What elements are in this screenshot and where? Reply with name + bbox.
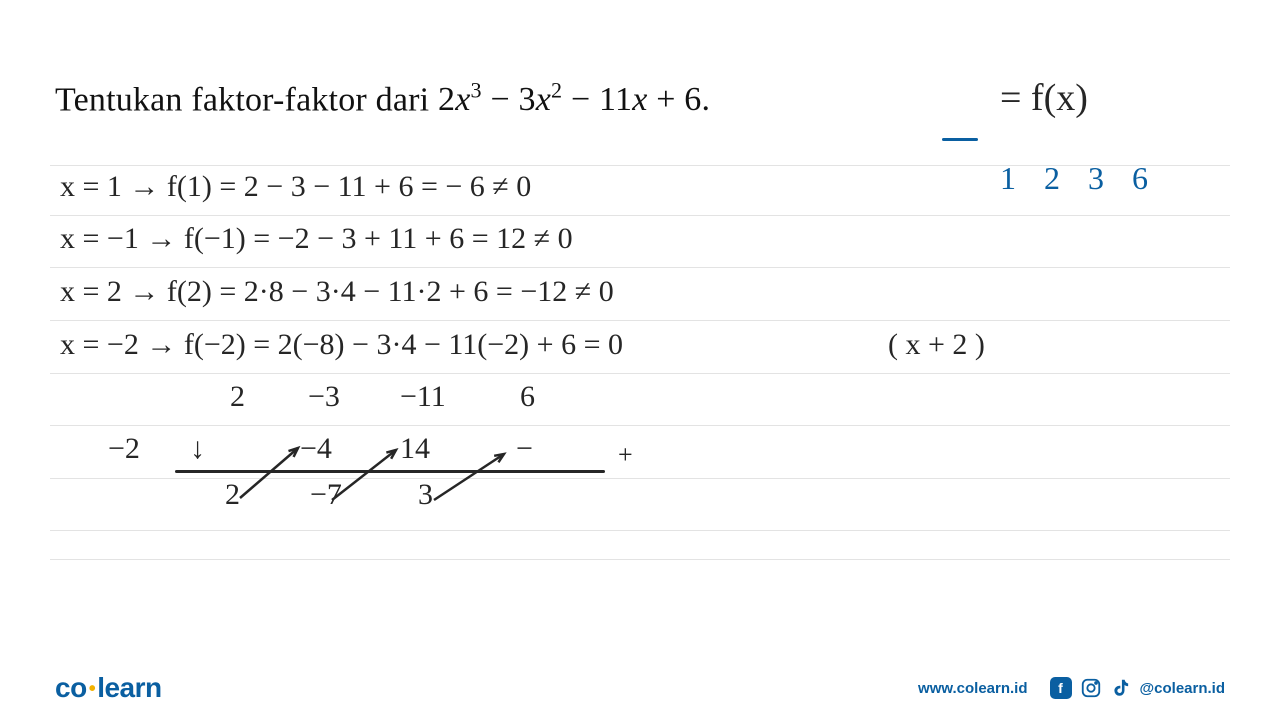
syn-cell: −7 [310,478,342,512]
cand-1: 1 [1000,160,1026,196]
social-icons: f @colearn.id [1050,677,1225,699]
syn-cell: 2 [230,380,245,414]
cand-6: 6 [1132,160,1158,196]
work-line-1: x = −1 → f(−1) = −2 − 3 + 11 + 6 = 12 ≠ … [60,222,573,256]
instagram-icon[interactable] [1080,677,1102,699]
cand-3: 3 [1088,160,1114,196]
logo-dot: • [87,678,98,700]
syn-cell: 2 [225,478,240,512]
annotation-fx: = f(x) [1000,76,1088,120]
brand-logo: co•learn [55,672,162,704]
factor-candidates: 1 2 3 6 [1000,160,1158,197]
syn-cell: −4 [300,432,332,466]
title-polynomial: 2x3 − 3x2 − 11x + 6. [438,81,710,118]
cand-2: 2 [1044,160,1070,196]
page: Tentukan faktor-faktor dari 2x3 − 3x2 − … [0,0,1280,720]
work-line-4: ( x + 2 ) [888,328,985,362]
syn-cell: 6 [520,380,535,414]
title-prefix: Tentukan faktor-faktor dari [55,81,438,118]
logo-learn: learn [97,672,161,703]
syn-cell: −3 [308,380,340,414]
syn-cell: 14 [400,432,430,466]
syn-cell: −2 [108,432,140,466]
syn-cell: ↓ [190,432,205,466]
syn-cell: − [516,432,533,466]
work-line-2: x = 2 → f(2) = 2·8 − 3·4 − 11·2 + 6 = −1… [60,275,614,309]
footer: co•learn www.colearn.id f @colearn.id [0,656,1280,720]
work-line-0: x = 1 → f(1) = 2 − 3 − 11 + 6 = − 6 ≠ 0 [60,170,531,204]
underline-constant [942,138,978,141]
work-line-3: x = −2 → f(−2) = 2(−8) − 3·4 − 11(−2) + … [60,328,623,362]
syn-cell: 3 [418,478,433,512]
logo-co: co [55,672,87,703]
facebook-icon[interactable]: f [1050,677,1072,699]
social-handle[interactable]: @colearn.id [1140,680,1225,697]
tiktok-icon[interactable] [1110,677,1132,699]
problem-title: Tentukan faktor-faktor dari 2x3 − 3x2 − … [55,78,710,119]
syn-cell: + [618,440,633,470]
footer-right: www.colearn.id f @colearn.id [918,677,1225,699]
syn-bar [175,470,605,473]
syn-cell: −11 [400,380,446,414]
footer-url[interactable]: www.colearn.id [918,680,1027,697]
